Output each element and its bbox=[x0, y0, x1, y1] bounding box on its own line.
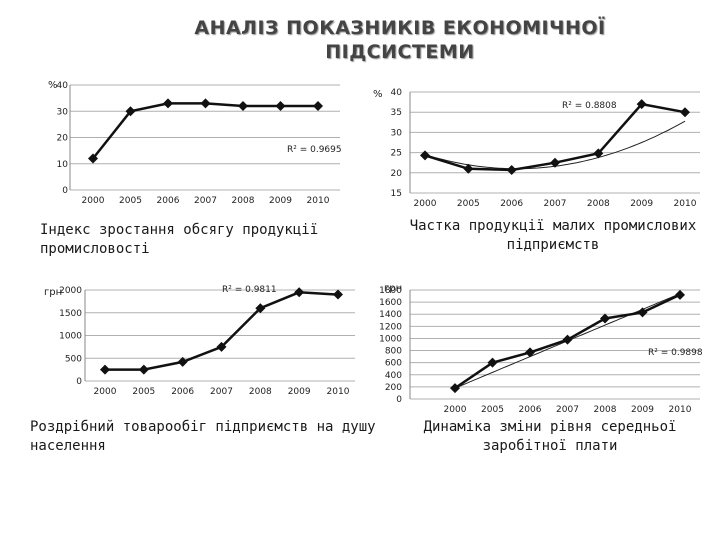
chart-3-data-point bbox=[138, 364, 149, 375]
chart-3-data-point bbox=[294, 287, 305, 298]
chart-1-x-tick-label: 2007 bbox=[194, 196, 217, 206]
chart-4-y-tick-label: 600 bbox=[385, 359, 402, 369]
chart-4-data-point bbox=[450, 383, 460, 394]
chart-2-data-point bbox=[593, 148, 604, 159]
chart-2-data-point bbox=[636, 99, 647, 110]
chart-1-x-tick-label: 2000 bbox=[82, 196, 105, 206]
chart-2-data-point bbox=[463, 163, 474, 174]
chart-1-r-squared-label: R² = 0.9695 bbox=[287, 145, 342, 155]
chart-1-data-point bbox=[275, 101, 286, 111]
chart-4-data-point bbox=[600, 313, 610, 324]
chart-4-y-tick-label: 1600 bbox=[379, 298, 402, 308]
chart-1-data-point bbox=[313, 101, 323, 111]
chart-1-y-tick-label: 30 bbox=[57, 107, 69, 117]
chart-2-y-tick-label: 40 bbox=[391, 88, 403, 98]
chart-3-y-tick-label: 1000 bbox=[59, 332, 82, 342]
chart-4-unit-label: грн bbox=[384, 283, 402, 294]
chart-3-caption: Роздрібний товарообіг підприємств на душ… bbox=[30, 419, 376, 454]
chart-4-caption: Динаміка зміни рівня середньої заробітно… bbox=[423, 419, 677, 454]
chart-4-x-tick-label: 2009 bbox=[631, 405, 654, 415]
chart-3-r-squared-label: R² = 0.9811 bbox=[222, 285, 277, 295]
chart-1-y-tick-label: 0 bbox=[62, 186, 68, 196]
chart-3-data-point bbox=[100, 364, 110, 375]
chart-4-y-tick-label: 200 bbox=[385, 383, 402, 393]
chart-3-unit-label: грн bbox=[44, 287, 62, 298]
chart-4-y-tick-label: 0 bbox=[396, 395, 402, 405]
chart-1-y-tick-label: 40 bbox=[57, 81, 69, 91]
chart-3-x-tick-label: 2010 bbox=[327, 387, 350, 397]
chart-4-y-tick-label: 1000 bbox=[379, 334, 402, 344]
chart-3-x-tick-label: 2008 bbox=[249, 387, 272, 397]
chart-3-x-tick-label: 2005 bbox=[132, 387, 155, 397]
page-title: АНАЛІЗ ПОКАЗНИКІВ ЕКОНОМІЧНОЇ ПІДСИСТЕМИ bbox=[194, 17, 606, 63]
chart-3-x-tick-label: 2009 bbox=[288, 387, 311, 397]
chart-3-x-tick-label: 2000 bbox=[94, 387, 117, 397]
chart-1-data-point bbox=[88, 153, 98, 164]
chart-2-y-tick-label: 20 bbox=[391, 169, 403, 179]
chart-3-y-tick-label: 1500 bbox=[59, 309, 82, 319]
chart-3-data-point bbox=[177, 356, 188, 367]
chart-2-x-tick-label: 2005 bbox=[457, 199, 480, 209]
chart-2-r-squared-label: R² = 0.8808 bbox=[562, 101, 617, 111]
chart-1-y-tick-label: 20 bbox=[57, 134, 69, 144]
chart-2-y-tick-label: 15 bbox=[391, 189, 402, 199]
chart-4-x-tick-label: 2008 bbox=[594, 405, 617, 415]
chart-4-x-tick-label: 2005 bbox=[481, 405, 504, 415]
chart-1-unit-label: % bbox=[48, 80, 58, 91]
chart-4-x-tick-label: 2010 bbox=[669, 405, 692, 415]
chart-4-x-tick-label: 2006 bbox=[519, 405, 542, 415]
chart-2-y-tick-label: 25 bbox=[391, 149, 402, 159]
chart-4-data-point bbox=[562, 334, 573, 345]
chart-4-y-tick-label: 1400 bbox=[379, 310, 402, 320]
chart-1-x-tick-label: 2009 bbox=[269, 196, 292, 206]
chart-3-y-tick-label: 2000 bbox=[59, 286, 82, 296]
chart-4-y-tick-label: 800 bbox=[385, 347, 402, 357]
chart-4-data-point bbox=[637, 307, 648, 318]
chart-2-x-tick-label: 2008 bbox=[587, 199, 610, 209]
chart-2-x-tick-label: 2006 bbox=[500, 199, 523, 209]
chart-4-x-tick-label: 2000 bbox=[444, 405, 467, 415]
chart-1-caption: Індекс зростання обсягу продукції промис… bbox=[40, 222, 319, 257]
chart-4-data-point bbox=[487, 357, 498, 368]
chart-1-x-tick-label: 2006 bbox=[157, 196, 180, 206]
chart-1-x-tick-label: 2005 bbox=[119, 196, 142, 206]
chart-2-y-tick-label: 35 bbox=[391, 108, 402, 118]
chart-2-data-point bbox=[550, 157, 560, 168]
chart-2-x-tick-label: 2007 bbox=[544, 199, 567, 209]
chart-2-x-tick-label: 2010 bbox=[674, 199, 697, 209]
chart-1-y-tick-label: 10 bbox=[57, 160, 69, 170]
chart-1-data-point bbox=[238, 101, 248, 111]
chart-2-caption: Частка продукції малих промислових підпр… bbox=[409, 218, 697, 253]
chart-4-y-tick-label: 1200 bbox=[379, 322, 402, 332]
chart-3-data-point bbox=[333, 289, 343, 300]
chart-3-x-tick-label: 2007 bbox=[210, 387, 233, 397]
chart-2-y-tick-label: 30 bbox=[391, 128, 403, 138]
chart-4-data-point bbox=[525, 347, 535, 358]
chart-1-data-point bbox=[200, 98, 211, 109]
chart-3-x-tick-label: 2006 bbox=[171, 387, 194, 397]
chart-2-data-point bbox=[506, 164, 517, 175]
chart-2-data-point bbox=[680, 107, 690, 118]
chart-4-y-tick-label: 400 bbox=[385, 371, 402, 381]
chart-4-r-squared-label: R² = 0.9898 bbox=[648, 348, 703, 358]
chart-3-y-tick-label: 0 bbox=[76, 377, 82, 387]
chart-1-x-tick-label: 2010 bbox=[307, 196, 330, 206]
chart-4-data-point bbox=[675, 289, 685, 300]
chart-1-data-point bbox=[125, 106, 136, 117]
chart-3-y-tick-label: 500 bbox=[65, 354, 82, 364]
chart-3-data-point bbox=[216, 341, 227, 352]
chart-2-x-tick-label: 2000 bbox=[414, 199, 437, 209]
chart-4-x-tick-label: 2007 bbox=[556, 405, 579, 415]
chart-2-data-point bbox=[420, 150, 430, 161]
chart-2-x-tick-label: 2009 bbox=[630, 199, 653, 209]
chart-3-data-point bbox=[255, 303, 266, 314]
chart-2-unit-label: % bbox=[373, 89, 383, 100]
chart-1-data-point bbox=[163, 98, 173, 109]
chart-4-y-tick-label: 1800 bbox=[379, 286, 402, 296]
chart-1-x-tick-label: 2008 bbox=[232, 196, 255, 206]
